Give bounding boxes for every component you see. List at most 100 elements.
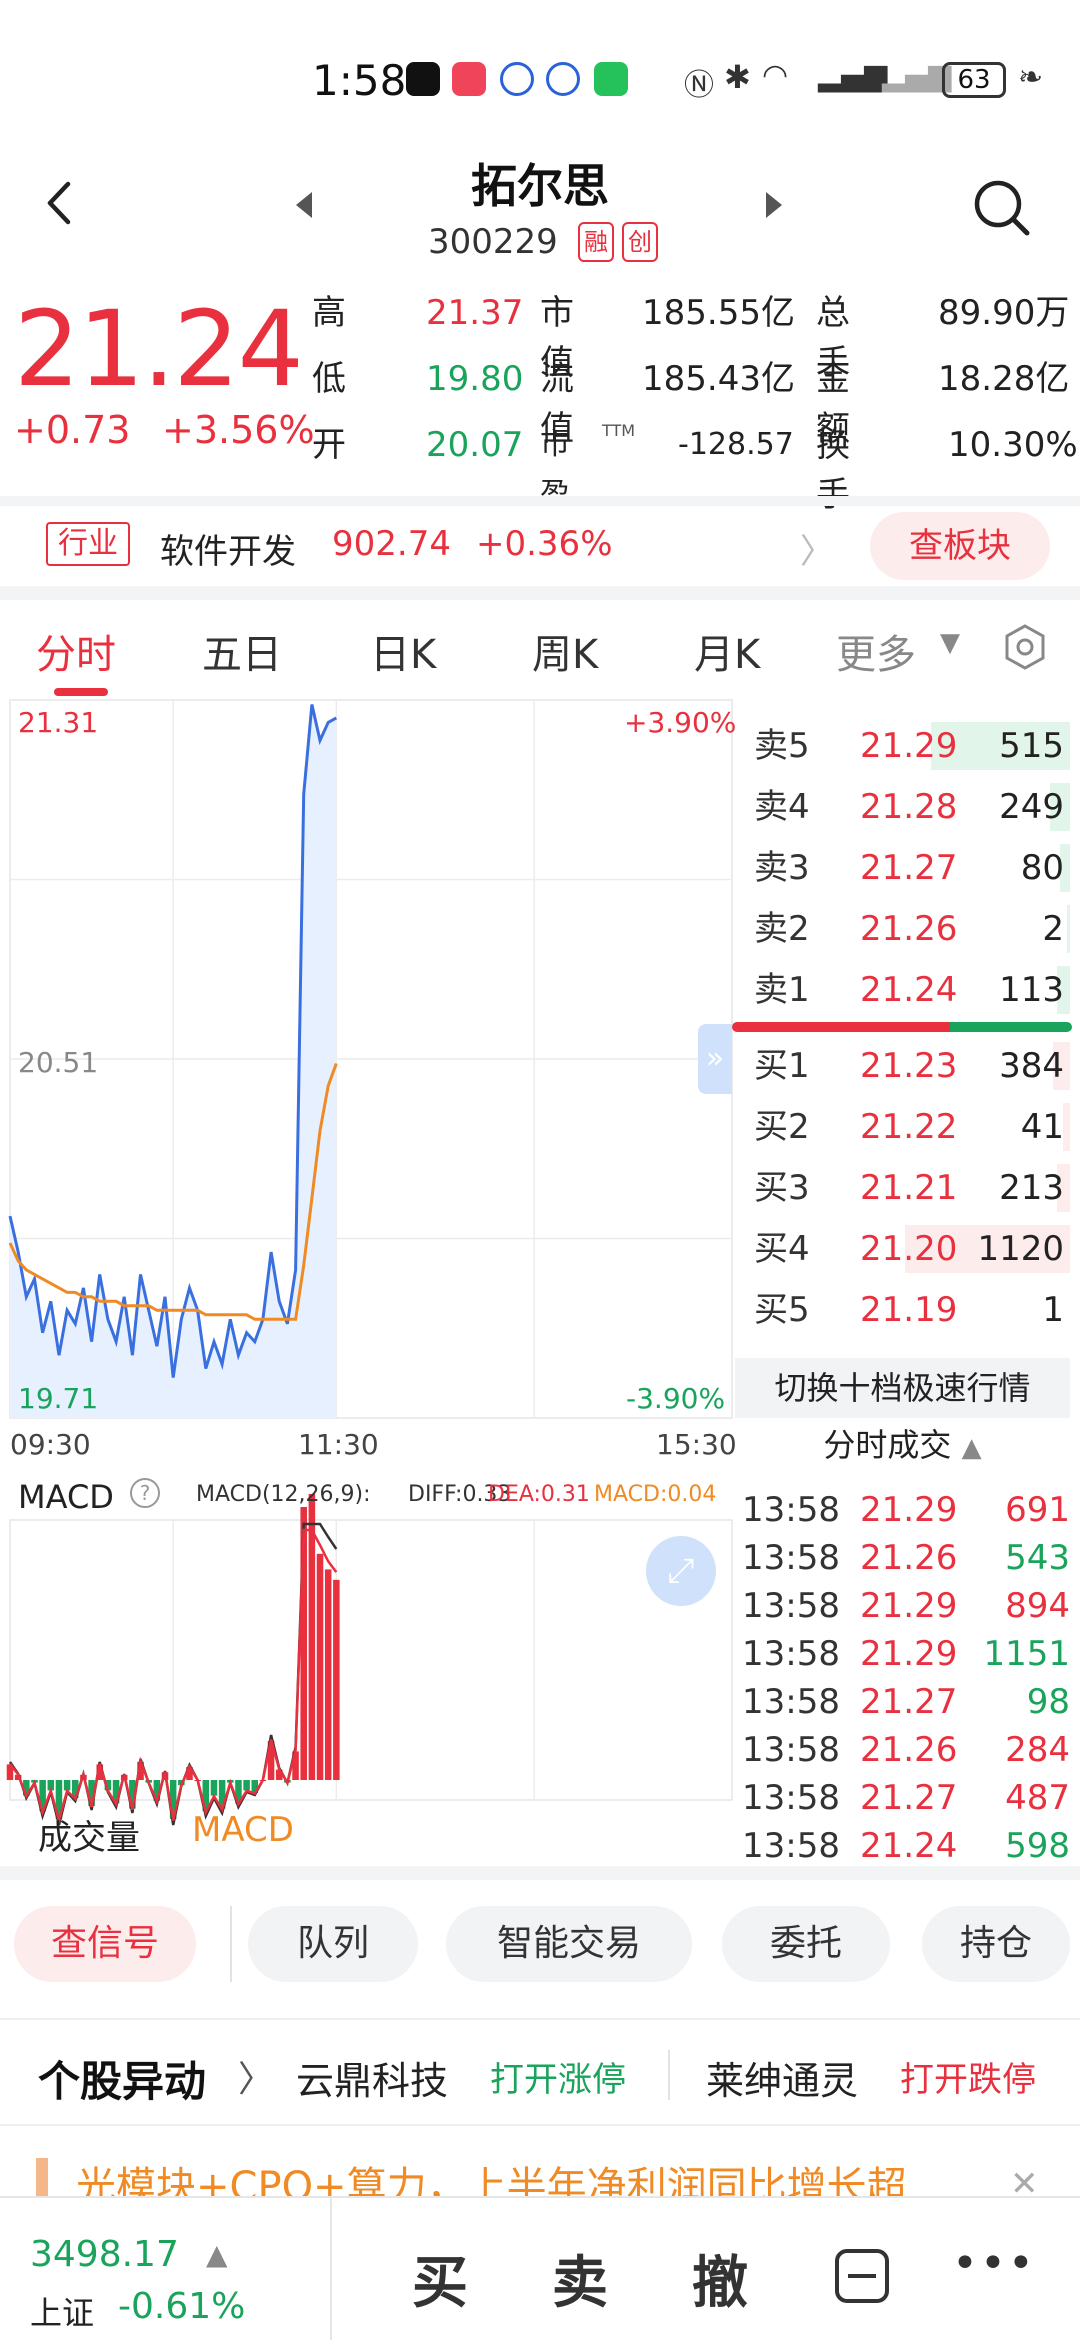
queue-button[interactable]: 队列	[248, 1906, 418, 1982]
label-high: 高	[312, 293, 346, 333]
sell-button[interactable]: 卖	[552, 2251, 608, 2316]
macd-bar	[169, 1780, 177, 1819]
ask-row[interactable]: 卖3 21.27 80	[740, 838, 1070, 898]
ask-row[interactable]: 卖4 21.28 249	[740, 777, 1070, 837]
tick-time: 13:58	[742, 1730, 840, 1770]
chinext-tag: 创	[622, 222, 658, 262]
next-stock-icon[interactable]	[762, 190, 786, 220]
minimize-icon[interactable]	[834, 2248, 890, 2304]
bid-row[interactable]: 买3 21.21 213	[740, 1158, 1070, 1218]
cancel-order-button[interactable]: 撤	[692, 2251, 748, 2316]
ask-row[interactable]: 卖1 21.24 113	[740, 960, 1070, 1020]
indicator-macd[interactable]: MACD	[192, 1810, 294, 1850]
view-board-button[interactable]: 查板块	[870, 512, 1050, 580]
stock-anomaly-bar[interactable]: 个股异动 〉 云鼎科技 打开涨停 莱绅通灵 打开跌停	[0, 2018, 1080, 2126]
pct-axis-top-label: +3.90%	[624, 706, 737, 739]
prev-stock-icon[interactable]	[292, 190, 316, 220]
level-label: 买5	[754, 1290, 810, 1330]
chevron-down-icon: ▼	[940, 628, 960, 658]
expand-orderbook-icon[interactable]: »	[698, 1024, 732, 1094]
level-volume: 1	[1042, 1290, 1064, 1330]
switch-level10-button[interactable]: 切换十档极速行情	[735, 1358, 1070, 1418]
buy-button[interactable]: 买	[412, 2251, 468, 2316]
level-label: 卖1	[754, 970, 810, 1010]
news-banner[interactable]: 光模块+CPO+算力，上半年净利润同比增长超 ✕	[0, 2150, 1080, 2196]
anomaly-stock-1[interactable]: 云鼎科技	[296, 2059, 449, 2103]
level-volume: 1120	[977, 1229, 1064, 1269]
anomaly-event-2: 打开跌停	[900, 2060, 1036, 2100]
bid-row[interactable]: 买4 21.20 1120	[740, 1219, 1070, 1279]
macd-bar	[104, 1780, 112, 1791]
tick-time: 13:58	[742, 1778, 840, 1818]
tick-row: 13:58 21.26 284	[740, 1726, 1070, 1774]
tab-monthly-k[interactable]: 月K	[694, 632, 761, 678]
ask-row[interactable]: 卖5 21.29 515	[740, 716, 1070, 776]
industry-value: 902.74	[332, 524, 451, 564]
macd-macd-value: MACD:0.04	[594, 1482, 717, 1507]
macd-bar	[202, 1780, 210, 1812]
tiktok-icon	[406, 62, 440, 96]
more-icon[interactable]: •••	[952, 2238, 1036, 2289]
macd-bar	[210, 1780, 218, 1796]
ask-row[interactable]: 卖2 21.26 2	[740, 899, 1070, 959]
industry-row[interactable]: 行业 软件开发 902.74 +0.36% 〉 查板块	[0, 506, 1080, 586]
intraday-chart[interactable]	[0, 690, 735, 1870]
bid-row[interactable]: 买5 21.19 1	[740, 1280, 1070, 1340]
chart-grid	[9, 699, 733, 1801]
news-text[interactable]: 光模块+CPO+算力，上半年净利润同比增长超	[76, 2164, 907, 2196]
fullscreen-icon[interactable]: ⤢	[646, 1536, 716, 1606]
tab-weekly-k[interactable]: 周K	[532, 632, 599, 678]
level-volume: 80	[1020, 848, 1064, 888]
positions-button[interactable]: 持仓	[922, 1906, 1070, 1982]
bid-row[interactable]: 买1 21.23 384	[740, 1036, 1070, 1096]
level-volume: 2	[1042, 909, 1064, 949]
anomaly-event-1: 打开涨停	[490, 2060, 626, 2100]
divider	[668, 2050, 670, 2100]
tab-more[interactable]: 更多	[836, 632, 916, 678]
baidu-icon-2	[546, 62, 580, 96]
macd-bar	[300, 1507, 307, 1780]
tick-row: 13:58 21.27 487	[740, 1774, 1070, 1822]
tick-volume: 1151	[983, 1634, 1070, 1674]
value-total-volume: 89.90万	[938, 293, 1070, 333]
anomaly-stock-2[interactable]: 莱绅通灵	[706, 2059, 859, 2103]
check-signal-button[interactable]: 查信号	[14, 1906, 196, 1982]
level-price: 21.29	[860, 726, 958, 766]
orders-button[interactable]: 委托	[722, 1906, 890, 1982]
level-label: 买3	[754, 1168, 810, 1208]
back-icon[interactable]	[38, 180, 84, 226]
y-axis-mid-label: 20.51	[18, 1046, 99, 1079]
y-axis-bottom-label: 19.71	[18, 1382, 99, 1415]
shopping-app-icon	[452, 62, 486, 96]
tick-price: 21.26	[860, 1730, 958, 1770]
macd-title: MACD	[18, 1478, 114, 1516]
bid-row[interactable]: 买2 21.22 41	[740, 1097, 1070, 1157]
tick-price: 21.27	[860, 1682, 958, 1722]
macd-bar	[218, 1780, 226, 1809]
smart-trade-button[interactable]: 智能交易	[446, 1906, 692, 1982]
chevron-up-icon[interactable]: ▲	[206, 2238, 228, 2271]
search-icon[interactable]	[972, 178, 1032, 238]
nfc-icon: Ⓝ	[684, 68, 714, 103]
settings-icon[interactable]	[1000, 622, 1050, 672]
macd-bar	[333, 1579, 340, 1780]
tab-daily-k[interactable]: 日K	[370, 632, 437, 678]
macd-histogram	[6, 1494, 340, 1819]
ticks-title[interactable]: 分时成交 ▲	[735, 1420, 1070, 1470]
volume-bar	[1057, 1164, 1070, 1212]
tab-intraday[interactable]: 分时	[36, 632, 116, 678]
close-icon[interactable]: ✕	[1010, 2164, 1039, 2196]
value-high: 21.37	[426, 293, 524, 333]
bid-ask-ratio-bar	[732, 1022, 1072, 1032]
pct-axis-bottom-label: -3.90%	[626, 1382, 726, 1415]
level-label: 卖2	[754, 909, 810, 949]
indicator-volume[interactable]: 成交量	[38, 1818, 140, 1858]
tab-five-day[interactable]: 五日	[202, 632, 282, 678]
volume-bar	[1060, 844, 1070, 892]
tick-row: 13:58 21.29 894	[740, 1582, 1070, 1630]
index-value[interactable]: 3498.17	[30, 2234, 179, 2275]
signal-2-icon: ▂▄▆	[882, 58, 952, 93]
help-icon[interactable]: ?	[130, 1478, 160, 1508]
tick-time: 13:58	[742, 1490, 840, 1530]
chevron-right-icon: 〉	[238, 2059, 275, 2100]
